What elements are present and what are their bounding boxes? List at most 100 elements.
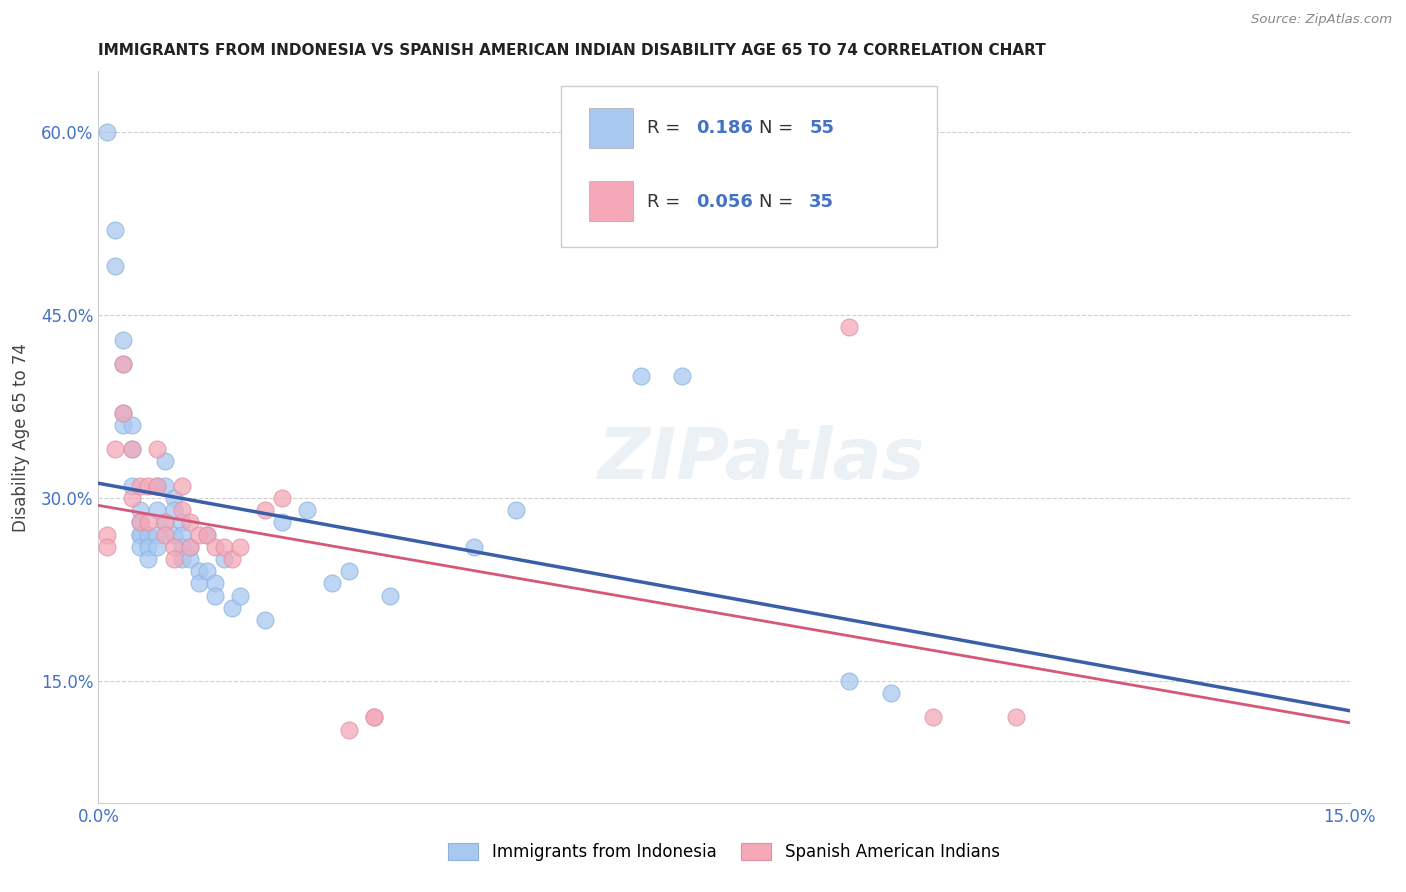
Point bbox=[121, 491, 143, 505]
Point bbox=[112, 357, 135, 371]
Y-axis label: Disability Age 65 to 74: Disability Age 65 to 74 bbox=[11, 343, 30, 532]
Text: 35: 35 bbox=[810, 193, 834, 211]
Point bbox=[212, 552, 235, 566]
Point bbox=[254, 503, 277, 517]
Point bbox=[96, 540, 118, 554]
Point bbox=[138, 516, 160, 530]
Point bbox=[138, 527, 160, 541]
Text: Source: ZipAtlas.com: Source: ZipAtlas.com bbox=[1251, 13, 1392, 27]
Point bbox=[129, 516, 152, 530]
Point bbox=[880, 686, 903, 700]
FancyBboxPatch shape bbox=[561, 86, 936, 247]
Text: N =: N = bbox=[759, 120, 799, 137]
Point bbox=[104, 223, 127, 237]
Point bbox=[153, 527, 176, 541]
Bar bbox=[589, 108, 633, 148]
Point bbox=[187, 564, 209, 578]
Point bbox=[204, 589, 226, 603]
Point bbox=[146, 527, 169, 541]
Point bbox=[179, 552, 201, 566]
Point bbox=[630, 369, 652, 384]
Text: ZIPatlas: ZIPatlas bbox=[598, 425, 925, 493]
Point bbox=[170, 527, 193, 541]
Text: 0.186: 0.186 bbox=[696, 120, 754, 137]
Point bbox=[112, 333, 135, 347]
Point bbox=[254, 613, 277, 627]
Point bbox=[121, 479, 143, 493]
Point bbox=[129, 516, 152, 530]
Point bbox=[671, 369, 693, 384]
Point bbox=[187, 527, 209, 541]
Point bbox=[170, 503, 193, 517]
Point bbox=[838, 320, 860, 334]
Point bbox=[337, 564, 360, 578]
Point bbox=[337, 723, 360, 737]
Point bbox=[221, 600, 243, 615]
Point bbox=[153, 479, 176, 493]
Point bbox=[129, 479, 152, 493]
Point bbox=[162, 540, 184, 554]
Point bbox=[838, 673, 860, 688]
Bar bbox=[589, 181, 633, 221]
Text: R =: R = bbox=[647, 120, 686, 137]
Point bbox=[221, 552, 243, 566]
Point bbox=[162, 552, 184, 566]
Point bbox=[463, 540, 485, 554]
Point bbox=[162, 503, 184, 517]
Point bbox=[505, 503, 527, 517]
Point bbox=[112, 357, 135, 371]
Point bbox=[295, 503, 318, 517]
Point bbox=[146, 503, 169, 517]
Point bbox=[129, 540, 152, 554]
Point bbox=[129, 527, 152, 541]
Point bbox=[146, 442, 169, 457]
Point bbox=[153, 516, 176, 530]
Point bbox=[380, 589, 402, 603]
Point bbox=[363, 710, 385, 724]
Text: IMMIGRANTS FROM INDONESIA VS SPANISH AMERICAN INDIAN DISABILITY AGE 65 TO 74 COR: IMMIGRANTS FROM INDONESIA VS SPANISH AME… bbox=[98, 43, 1046, 58]
Point bbox=[96, 125, 118, 139]
Point bbox=[170, 516, 193, 530]
Point bbox=[195, 527, 218, 541]
Point bbox=[921, 710, 943, 724]
Point bbox=[104, 260, 127, 274]
Point bbox=[271, 491, 294, 505]
Point bbox=[170, 479, 193, 493]
Point bbox=[138, 540, 160, 554]
Text: R =: R = bbox=[647, 193, 686, 211]
Point bbox=[1005, 710, 1028, 724]
Point bbox=[146, 479, 169, 493]
Point bbox=[153, 516, 176, 530]
Point bbox=[204, 576, 226, 591]
Point bbox=[187, 576, 209, 591]
Point bbox=[195, 564, 218, 578]
Point bbox=[170, 552, 193, 566]
Point bbox=[129, 527, 152, 541]
Point bbox=[112, 406, 135, 420]
Point bbox=[179, 540, 201, 554]
Text: 55: 55 bbox=[810, 120, 834, 137]
Point bbox=[162, 491, 184, 505]
Point bbox=[179, 540, 201, 554]
Point bbox=[96, 527, 118, 541]
Point bbox=[162, 527, 184, 541]
Text: 0.056: 0.056 bbox=[696, 193, 754, 211]
Point bbox=[271, 516, 294, 530]
Legend: Immigrants from Indonesia, Spanish American Indians: Immigrants from Indonesia, Spanish Ameri… bbox=[441, 836, 1007, 868]
Point bbox=[229, 589, 252, 603]
Point bbox=[204, 540, 226, 554]
Point bbox=[112, 406, 135, 420]
Point bbox=[121, 417, 143, 432]
Point bbox=[129, 503, 152, 517]
Point bbox=[138, 479, 160, 493]
Point bbox=[121, 442, 143, 457]
Point bbox=[195, 527, 218, 541]
Point bbox=[121, 442, 143, 457]
Point bbox=[212, 540, 235, 554]
Point bbox=[112, 417, 135, 432]
Text: N =: N = bbox=[759, 193, 799, 211]
Point bbox=[363, 710, 385, 724]
Point bbox=[153, 454, 176, 468]
Point bbox=[146, 479, 169, 493]
Point bbox=[321, 576, 343, 591]
